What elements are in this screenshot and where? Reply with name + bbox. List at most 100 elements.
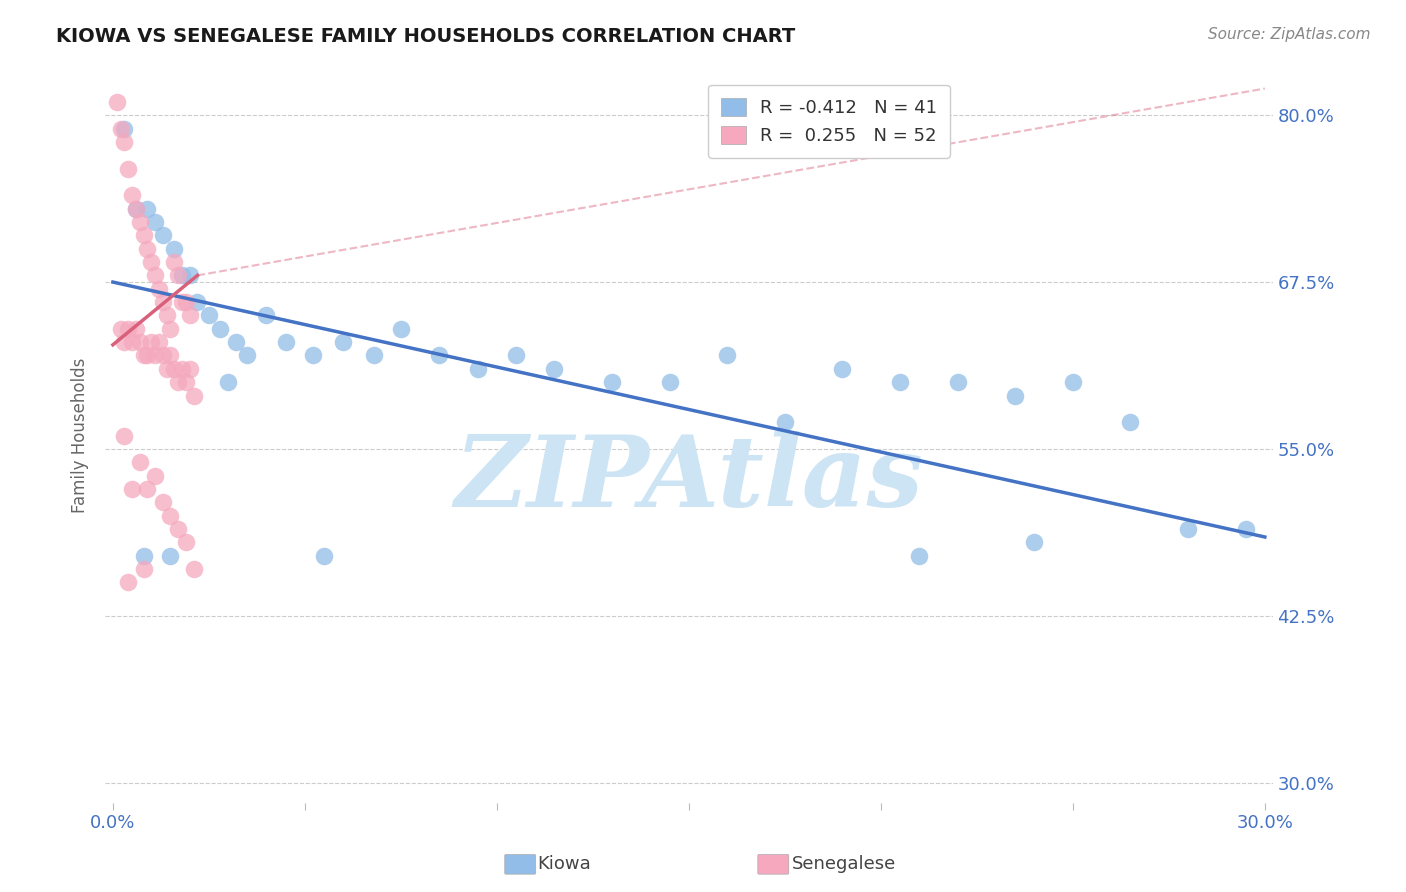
Point: [179, 361, 201, 376]
Text: Source: ZipAtlas.com: Source: ZipAtlas.com: [1208, 27, 1371, 42]
Point: [600, 375, 623, 389]
Point: [148, 282, 170, 296]
Point: [946, 375, 969, 389]
Point: [163, 361, 186, 376]
Point: [125, 202, 148, 216]
Point: [148, 335, 170, 350]
Text: KIOWA VS SENEGALESE FAMILY HOUSEHOLDS CORRELATION CHART: KIOWA VS SENEGALESE FAMILY HOUSEHOLDS CO…: [56, 27, 796, 45]
Point: [143, 468, 166, 483]
Point: [543, 361, 565, 376]
Point: [274, 335, 297, 350]
Point: [143, 268, 166, 283]
Point: [716, 349, 738, 363]
Point: [159, 322, 181, 336]
Point: [773, 415, 796, 429]
Point: [236, 349, 259, 363]
Y-axis label: Family Households: Family Households: [72, 358, 89, 513]
Point: [170, 361, 193, 376]
Point: [389, 322, 412, 336]
Point: [163, 242, 186, 256]
Point: [141, 335, 163, 350]
Point: [1177, 522, 1199, 536]
Point: [156, 361, 179, 376]
Point: [125, 322, 148, 336]
Text: Kiowa: Kiowa: [537, 855, 591, 873]
Point: [179, 309, 201, 323]
Point: [112, 428, 135, 442]
Point: [467, 361, 489, 376]
Point: [225, 335, 247, 350]
Point: [112, 135, 135, 149]
Point: [183, 388, 205, 402]
Point: [136, 242, 159, 256]
Point: [132, 562, 155, 576]
Point: [136, 482, 159, 496]
Point: [128, 215, 150, 229]
Point: [179, 268, 201, 283]
Point: [167, 375, 190, 389]
Legend: R = -0.412   N = 41, R =  0.255   N = 52: R = -0.412 N = 41, R = 0.255 N = 52: [709, 85, 950, 158]
Point: [217, 375, 239, 389]
Point: [105, 95, 128, 109]
Point: [125, 202, 148, 216]
Point: [889, 375, 911, 389]
Point: [1004, 388, 1026, 402]
Point: [1119, 415, 1142, 429]
Point: [1024, 535, 1046, 549]
Point: [112, 121, 135, 136]
Point: [156, 309, 179, 323]
Point: [132, 228, 155, 243]
Point: [159, 508, 181, 523]
Point: [110, 121, 132, 136]
Point: [152, 495, 174, 509]
Point: [152, 228, 174, 243]
Point: [141, 255, 163, 269]
Text: ZIPAtlas: ZIPAtlas: [454, 432, 924, 528]
Point: [332, 335, 354, 350]
Point: [132, 349, 155, 363]
Point: [505, 349, 527, 363]
Point: [152, 295, 174, 310]
Point: [167, 268, 190, 283]
Point: [121, 482, 143, 496]
Point: [314, 549, 336, 563]
Point: [174, 375, 197, 389]
Point: [363, 349, 385, 363]
Point: [186, 295, 208, 310]
Point: [143, 349, 166, 363]
Point: [658, 375, 681, 389]
Point: [174, 535, 197, 549]
Point: [908, 549, 931, 563]
Point: [167, 522, 190, 536]
Point: [112, 335, 135, 350]
Point: [301, 349, 323, 363]
Point: [117, 575, 139, 590]
Point: [128, 335, 150, 350]
Text: Senegalese: Senegalese: [792, 855, 896, 873]
Point: [110, 322, 132, 336]
Point: [132, 549, 155, 563]
Point: [1062, 375, 1084, 389]
Point: [831, 361, 853, 376]
Point: [427, 349, 450, 363]
Point: [121, 188, 143, 202]
Point: [183, 562, 205, 576]
Point: [136, 349, 159, 363]
Point: [256, 309, 278, 323]
Point: [209, 322, 232, 336]
Point: [136, 202, 159, 216]
Point: [174, 295, 197, 310]
Point: [159, 549, 181, 563]
Point: [170, 295, 193, 310]
Point: [143, 215, 166, 229]
Point: [198, 309, 221, 323]
Point: [152, 349, 174, 363]
Point: [163, 255, 186, 269]
Point: [1234, 522, 1257, 536]
Point: [121, 335, 143, 350]
Point: [117, 161, 139, 176]
Point: [117, 322, 139, 336]
Point: [159, 349, 181, 363]
Point: [128, 455, 150, 469]
Point: [170, 268, 193, 283]
